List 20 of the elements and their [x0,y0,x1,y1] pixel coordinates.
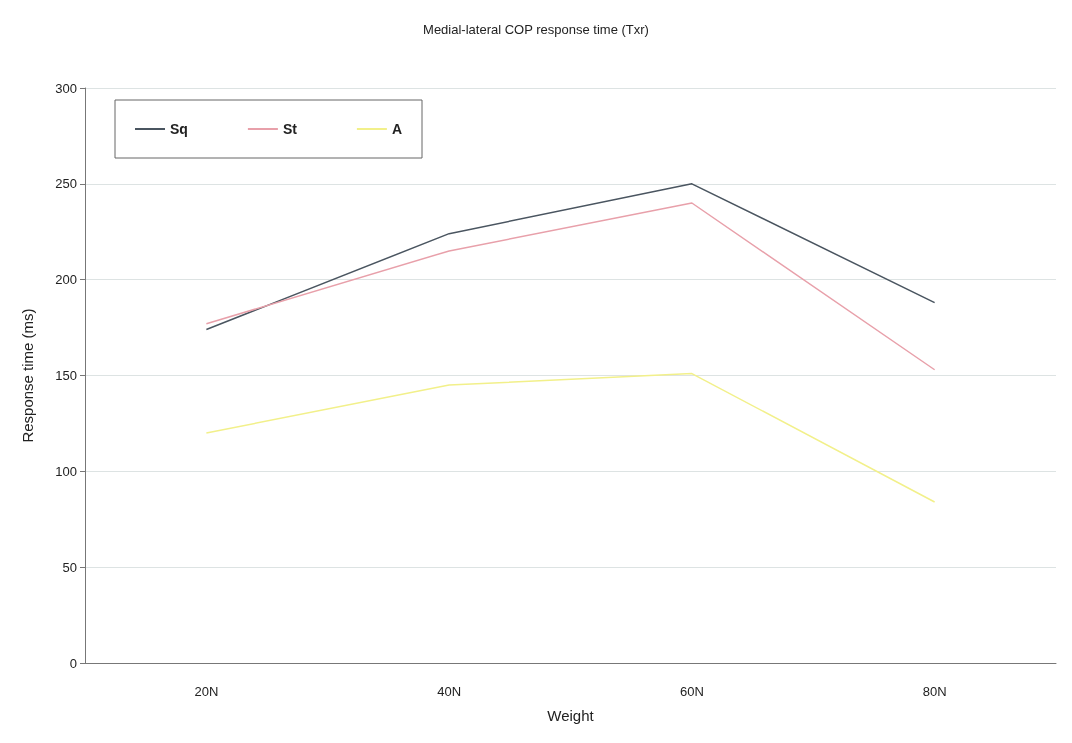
y-tick-label: 50 [62,559,77,575]
y-axis-title: Response time (ms) [19,308,36,443]
x-tick-label: 20N [194,684,219,699]
line-series [205,372,936,503]
x-tick-label: 40N [437,684,462,699]
y-tick-label: 300 [55,80,77,96]
y-tick-label: 0 [69,655,77,671]
y-tick-label: 100 [55,463,77,479]
legend-label: A [391,121,403,137]
legend-label: Sq [170,121,188,137]
line-series [205,202,936,371]
x-axis-title: Weight [547,707,595,724]
y-tick-label: 150 [55,368,77,383]
y-tick-label: 200 [55,272,77,288]
chart-title: Medial-lateral COP response time (Txr) [423,22,649,37]
y-tick-label: 250 [55,176,77,192]
legend-label: St [282,121,298,137]
x-tick-label: 80N [922,684,947,699]
line-series [205,183,936,331]
x-tick-label: 60N [679,684,704,699]
